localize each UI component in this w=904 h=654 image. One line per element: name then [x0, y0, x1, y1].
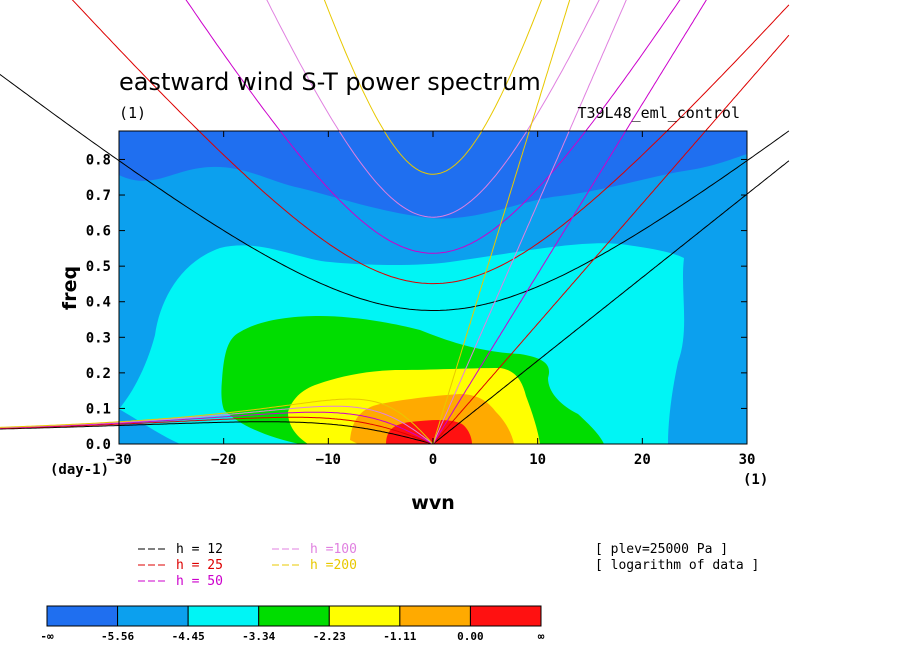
colorbar-segment-5 — [399, 605, 471, 627]
dispersion-curve-h-12-ig — [0, 73, 790, 311]
colorbar-segment-6 — [469, 605, 542, 627]
dispersion-curve-h-25-kelvin — [432, 34, 790, 445]
x-tick-label-3: 0 — [429, 452, 437, 468]
legend-label-4: h =200 — [310, 558, 357, 573]
x-axis-label: wvn — [411, 492, 454, 514]
x-tick-label-1: −20 — [211, 452, 236, 468]
colorbar-segment-3 — [258, 605, 330, 627]
dispersion-curve-h-50-ig — [185, 0, 681, 254]
y-tick-label-4: 0.4 — [86, 295, 111, 311]
colorbar-label-0: -∞ — [40, 630, 54, 643]
annotation-log: [ logarithm of data ] — [595, 558, 759, 573]
x-tick-label-6: 30 — [739, 452, 756, 468]
legend-label-2: h = 50 — [176, 574, 223, 589]
colorbar-segment-4 — [328, 605, 401, 627]
x-tick-label-0: −30 — [106, 452, 131, 468]
colorbar-segment-2 — [187, 605, 260, 627]
x-tick-label-2: −10 — [316, 452, 341, 468]
contour-fills — [119, 154, 747, 444]
y-tick-label-8: 0.8 — [86, 152, 111, 168]
dispersion-curve-h-100-ig — [266, 0, 600, 218]
colorbar-label-2: -4.45 — [172, 630, 205, 643]
x-axis-units: (1) — [743, 472, 768, 488]
y-tick-label-5: 0.5 — [86, 259, 111, 275]
plot-area — [0, 0, 790, 445]
annotation-plev: [ plev=25000 Pa ] — [595, 542, 728, 557]
axes: −30 −20 −10 0 10 20 30 0.0 0.1 0.2 0.3 0.4 0.5 0.6 0.7… — [86, 131, 756, 468]
legend-label-0: h = 12 — [176, 542, 223, 557]
x-tick-label-4: 10 — [529, 452, 546, 468]
dispersion-curve-h-25-ig — [71, 0, 790, 285]
colorbar-label-1: -5.56 — [101, 630, 134, 643]
y-tick-label-0: 0.0 — [86, 437, 111, 453]
colorbar-segment-0 — [46, 605, 119, 627]
y-tick-label-2: 0.2 — [86, 366, 111, 382]
dispersion-curve-h-12-kelvin — [432, 160, 790, 445]
run-label: T39L48_eml_control — [577, 104, 740, 122]
y-tick-label-1: 0.1 — [86, 401, 111, 417]
dispersion-curve-h-25-rossby — [0, 416, 434, 445]
dispersion-curves — [0, 0, 790, 445]
dispersion-curve-h-200-rossby — [0, 398, 434, 445]
dispersion-curve-h-200-kelvin — [432, 0, 571, 445]
legend-label-1: h = 25 — [176, 558, 223, 573]
y-tick-label-7: 0.7 — [86, 188, 111, 204]
title-units: (1) — [119, 104, 146, 122]
y-axis-label: freq — [59, 266, 81, 310]
legend-label-3: h =100 — [310, 542, 357, 557]
colorbar-label-4: -2.23 — [313, 630, 346, 643]
y-axis-units: (day-1) — [50, 462, 109, 478]
y-tick-label-6: 0.6 — [86, 224, 111, 240]
colorbar-label-6: 0.00 — [457, 630, 484, 643]
dispersion-curve-h-12-rossby — [0, 421, 434, 445]
dispersion-curve-h-200-ig — [323, 0, 543, 175]
colorbar-label-3: -3.34 — [242, 630, 275, 643]
y-tick-label-3: 0.3 — [86, 330, 111, 346]
colorbar-segment-1 — [117, 605, 189, 627]
dispersion-curve-h-100-kelvin — [432, 0, 627, 445]
colorbar-label-7: ∞ — [538, 630, 545, 643]
x-tick-label-5: 20 — [634, 452, 651, 468]
chart-title: eastward wind S-T power spectrum — [119, 68, 541, 96]
colorbar-label-5: -1.11 — [383, 630, 416, 643]
dispersion-curve-h-50-kelvin — [432, 0, 707, 445]
colorbar: -∞ -5.56 -4.45 -3.34 -2.23 -1.11 0.00 ∞ — [40, 605, 545, 643]
dispersion-curve-h-50-rossby — [0, 411, 434, 445]
